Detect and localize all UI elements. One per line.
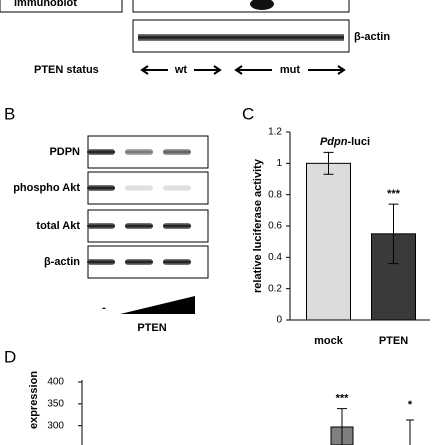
panel-letter: C (242, 104, 254, 123)
title-gene: Pdpn (320, 136, 348, 148)
blot-label: β-actin (354, 31, 390, 43)
significance: *** (336, 393, 350, 405)
blot-band (125, 259, 153, 265)
blot-band (87, 223, 115, 229)
blot-band (138, 34, 344, 41)
label-box (0, 0, 123, 13)
significance: * (408, 399, 413, 411)
error-bar-stub (406, 419, 414, 445)
blot-band (87, 185, 115, 191)
panel-letter: D (4, 347, 16, 366)
blot-band (163, 259, 191, 265)
blot-label: total Akt (36, 220, 80, 232)
y-tick-label: 0 (276, 315, 282, 326)
blot-band (87, 149, 115, 155)
pten-label: PTEN (137, 322, 166, 334)
blot-band (125, 149, 153, 155)
blot-label: phospho Akt (13, 182, 80, 194)
y-axis-label: relative luciferase activity (252, 158, 264, 293)
arrows (140, 65, 346, 75)
y-tick-label: 400 (47, 377, 64, 388)
blot-band (125, 223, 153, 229)
significance: *** (387, 188, 401, 200)
blot-box (132, 0, 350, 13)
status-label: PTEN status (34, 64, 99, 76)
bar (306, 162, 351, 321)
panel-letter: B (4, 104, 15, 123)
error-bar (388, 203, 399, 265)
box-label: immunoblot (14, 0, 77, 9)
blot-band (125, 185, 153, 191)
y-tick-label: 0.4 (268, 252, 282, 263)
y-tick-label: 350 (47, 398, 64, 409)
y-tick-label: 0.2 (268, 283, 282, 294)
chart-title: Pdpn-luci (320, 136, 370, 148)
x-tick-label: PTEN (379, 335, 408, 347)
y-tick-label: 0.8 (268, 189, 282, 200)
blot-band (250, 0, 274, 10)
blot-box (132, 19, 350, 53)
y-tick-label: 1 (276, 158, 282, 169)
blot-band (87, 259, 115, 265)
y-tick-label: 0.6 (268, 221, 282, 232)
blot-band (163, 149, 191, 155)
blot-band (163, 185, 191, 191)
x-tick-label: mock (314, 335, 344, 347)
minus-label: - (102, 302, 106, 314)
y-tick-label: 300 (47, 420, 64, 431)
y-tick-label: 1.2 (268, 127, 282, 138)
blot-band (163, 223, 191, 229)
blot-label: β-actin (44, 256, 80, 268)
error-bar (323, 151, 334, 175)
wt-label: wt (174, 64, 188, 76)
blot-label: PDPN (49, 146, 80, 158)
y-axis-label: expression (28, 371, 40, 429)
title-suffix: -luci (347, 136, 370, 148)
error-bar (337, 408, 347, 445)
dose-wedge (120, 296, 195, 314)
mut-label: mut (280, 64, 301, 76)
